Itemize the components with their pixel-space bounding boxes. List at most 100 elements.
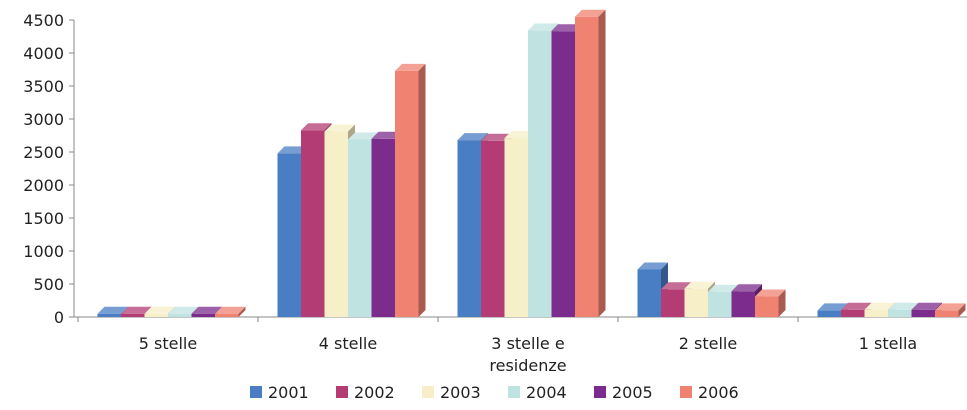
bar-front	[935, 310, 959, 317]
bar-top	[911, 302, 942, 310]
bar-side	[418, 63, 426, 317]
bar-top	[121, 306, 152, 314]
bar-top	[731, 284, 762, 292]
bar-top	[888, 302, 919, 310]
bars	[97, 9, 966, 318]
bar-side	[778, 289, 786, 317]
bar-side	[238, 306, 246, 317]
x-category-label-line: 3 stelle e	[491, 334, 564, 353]
bar-top	[637, 262, 668, 270]
bar-front	[191, 313, 215, 317]
y-tick-label: 0	[54, 308, 64, 327]
bar	[395, 63, 426, 317]
bar-top	[708, 284, 739, 292]
legend-item: 2001	[250, 383, 309, 402]
legend-swatch	[508, 386, 520, 398]
bar	[575, 9, 606, 317]
x-category-label-line: 5 stelle	[139, 334, 197, 353]
bar-front	[215, 313, 239, 317]
bar-front	[888, 309, 912, 317]
bar-top	[551, 24, 582, 32]
legend-label: 2005	[612, 383, 653, 402]
legend-label: 2006	[698, 383, 739, 402]
bar-front	[301, 130, 325, 317]
bar-top	[575, 9, 606, 17]
bar-front	[457, 140, 481, 317]
y-tick-label: 1500	[23, 209, 64, 228]
bar-front	[864, 309, 888, 317]
bar-front	[144, 313, 168, 317]
y-tick-label: 1000	[23, 242, 64, 261]
bar-front	[911, 309, 935, 317]
bar-front	[637, 269, 661, 317]
legend-label: 2003	[440, 383, 481, 402]
bar-top	[301, 123, 332, 131]
bar-top	[348, 132, 379, 140]
bar-front	[481, 140, 505, 317]
legend-swatch	[336, 386, 348, 398]
bar-top	[935, 303, 966, 311]
y-tick-label: 3000	[23, 110, 64, 129]
bar-top	[457, 133, 488, 141]
x-category-label: 1 stella	[859, 334, 917, 353]
bar-top	[817, 303, 848, 311]
bar-top	[371, 131, 402, 139]
bar	[755, 289, 786, 317]
legend-swatch	[680, 386, 692, 398]
legend: 2001 2002 2003 2004 2005 2006	[250, 383, 739, 402]
bar-top	[144, 306, 175, 314]
x-category-label-line: 4 stelle	[319, 334, 377, 353]
bar-top	[661, 282, 692, 290]
bar-top	[215, 306, 246, 314]
bar-top	[684, 281, 715, 289]
bar-front	[575, 16, 599, 317]
x-category-label: 5 stelle	[139, 334, 197, 353]
legend-swatch	[594, 386, 606, 398]
bar-front	[817, 310, 841, 317]
y-tick-label: 4000	[23, 44, 64, 63]
x-category-label-line: 1 stella	[859, 334, 917, 353]
bar-front	[371, 138, 395, 317]
bar-front	[755, 296, 779, 317]
x-category-label: 3 stelle e residenze	[489, 334, 566, 375]
bar-top	[841, 302, 872, 310]
bar-side	[598, 9, 606, 317]
bar-top	[277, 146, 308, 154]
bar-front	[841, 309, 865, 317]
bar-front	[168, 313, 192, 317]
bar-front	[97, 313, 121, 317]
legend-item: 2005	[594, 383, 653, 402]
y-tick-label: 500	[33, 275, 64, 294]
bar-front	[324, 131, 348, 317]
legend-item: 2002	[336, 383, 395, 402]
bar-top	[755, 289, 786, 297]
legend-item: 2006	[680, 383, 739, 402]
bar-side	[958, 303, 966, 317]
y-tick-label: 2500	[23, 143, 64, 162]
bar-top	[504, 131, 535, 139]
bar-front	[551, 31, 575, 317]
bar-top	[864, 302, 895, 310]
y-tick-label: 4500	[23, 11, 64, 30]
bar-front	[348, 139, 372, 317]
bar-top	[528, 23, 559, 31]
bar-front	[504, 138, 528, 317]
labels: 0 500 1000 1500 2000 2500 3000 3500 4000 4500 5 st…	[23, 11, 917, 375]
y-tick-label: 2000	[23, 176, 64, 195]
bar-top	[324, 124, 355, 132]
legend-label: 2002	[354, 383, 395, 402]
bar-front	[684, 288, 708, 317]
bar	[215, 306, 246, 317]
legend-swatch	[250, 386, 262, 398]
bar-top	[481, 133, 512, 141]
x-category-label: 2 stelle	[679, 334, 737, 353]
bar	[935, 303, 966, 317]
bar-front	[661, 289, 685, 317]
bar-front	[731, 291, 755, 317]
bar-front	[395, 70, 419, 317]
legend-swatch	[422, 386, 434, 398]
legend-label: 2004	[526, 383, 567, 402]
x-category-label-line: residenze	[489, 356, 566, 375]
legend-item: 2003	[422, 383, 481, 402]
